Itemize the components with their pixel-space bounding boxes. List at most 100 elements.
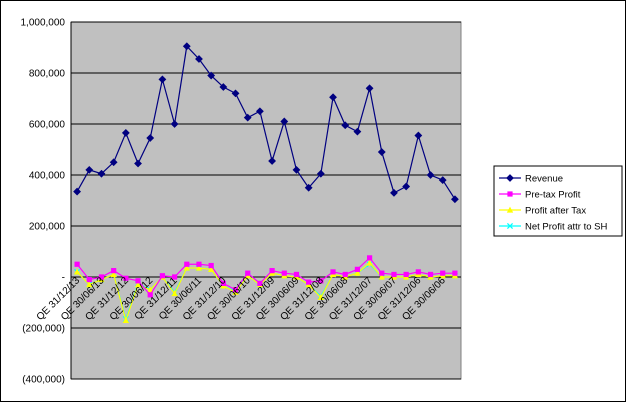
data-point [98, 274, 105, 280]
data-point [269, 268, 275, 274]
data-point [353, 127, 362, 136]
data-point [317, 294, 325, 300]
data-point [243, 113, 252, 122]
series-layer [73, 42, 459, 323]
legend-label: Profit after Tax [525, 206, 586, 217]
data-point [354, 266, 361, 272]
data-point [109, 158, 118, 167]
y-tick-label: 400,000 [29, 171, 66, 182]
legend-item: Pre-tax Profit [499, 190, 581, 201]
legend-marker [506, 174, 514, 182]
data-point [438, 176, 447, 185]
legend-marker [506, 222, 514, 230]
series-revenue [73, 42, 459, 204]
data-point [390, 188, 398, 197]
legend-item: Net Profit attr to SH [499, 222, 607, 233]
data-point [354, 269, 361, 276]
data-point [110, 271, 117, 278]
data-point [426, 171, 435, 179]
data-point [268, 157, 277, 165]
data-point [378, 273, 385, 280]
data-point [147, 292, 153, 298]
data-point [306, 279, 312, 285]
series-line [76, 44, 456, 200]
data-point [452, 270, 458, 276]
legend-item: Profit after Tax [499, 206, 586, 217]
data-point [74, 261, 80, 267]
data-point [158, 75, 167, 84]
data-point [86, 276, 92, 283]
data-point [342, 271, 348, 278]
y-tick-label: 200,000 [29, 222, 66, 233]
data-point [135, 278, 141, 284]
data-point [257, 280, 263, 286]
data-point [134, 159, 142, 168]
data-point [231, 89, 240, 98]
y-tick-label: (400,000) [22, 375, 65, 386]
data-point [121, 129, 130, 137]
data-point [207, 71, 216, 80]
data-point [329, 93, 337, 102]
data-point [318, 278, 324, 284]
y-tick-label: 800,000 [29, 69, 66, 80]
data-point [293, 271, 300, 278]
data-point [450, 195, 459, 204]
data-point [281, 270, 287, 276]
data-point [366, 255, 373, 261]
data-point [159, 273, 166, 279]
y-tick-label: (200,000) [22, 324, 65, 335]
data-point [147, 286, 154, 293]
legend-label: Pre-tax Profit [525, 190, 581, 201]
data-point [341, 121, 350, 130]
data-point [207, 265, 215, 272]
data-point [440, 270, 446, 276]
data-point [232, 287, 239, 293]
data-point [280, 117, 289, 126]
data-point [219, 83, 228, 91]
data-point [196, 261, 202, 267]
legend-label: Net Profit attr to SH [525, 222, 607, 233]
data-point [366, 259, 373, 266]
data-point [97, 169, 106, 178]
legend: Revenue Pre-tax Profit Profit after Tax Net… [493, 165, 623, 237]
data-point [73, 187, 82, 196]
legend-label: Revenue [525, 174, 563, 185]
y-tick-label: 600,000 [29, 120, 66, 131]
data-point [379, 270, 385, 276]
series-pretax [74, 255, 458, 298]
data-point [123, 275, 129, 281]
data-point [377, 148, 386, 156]
y-axis-tick-labels: 1,000,000 800,000 600,000 400,000 200,000 - (2… [21, 18, 66, 386]
data-point [403, 271, 409, 278]
data-point [365, 84, 374, 93]
data-point [183, 264, 190, 271]
data-point [292, 165, 301, 174]
data-point [220, 280, 226, 286]
data-point [171, 290, 178, 297]
data-point [304, 183, 313, 192]
data-point [402, 182, 411, 191]
data-point [427, 271, 434, 278]
legend-item: Revenue [499, 174, 563, 185]
data-point [391, 271, 397, 278]
data-point [195, 264, 203, 271]
data-point [111, 268, 117, 274]
data-point [245, 270, 251, 276]
data-point [170, 120, 179, 128]
data-point [415, 269, 421, 275]
data-point [208, 262, 214, 269]
data-point [316, 169, 325, 178]
data-point [86, 281, 93, 288]
data-point [171, 274, 178, 280]
y-tick-label: - [62, 273, 65, 284]
data-point [73, 268, 81, 275]
data-point [184, 261, 190, 267]
data-point [255, 107, 264, 116]
data-point [146, 134, 155, 142]
data-point [122, 316, 130, 323]
legend-marker [506, 206, 514, 213]
data-point [134, 281, 142, 288]
data-point [195, 55, 203, 63]
